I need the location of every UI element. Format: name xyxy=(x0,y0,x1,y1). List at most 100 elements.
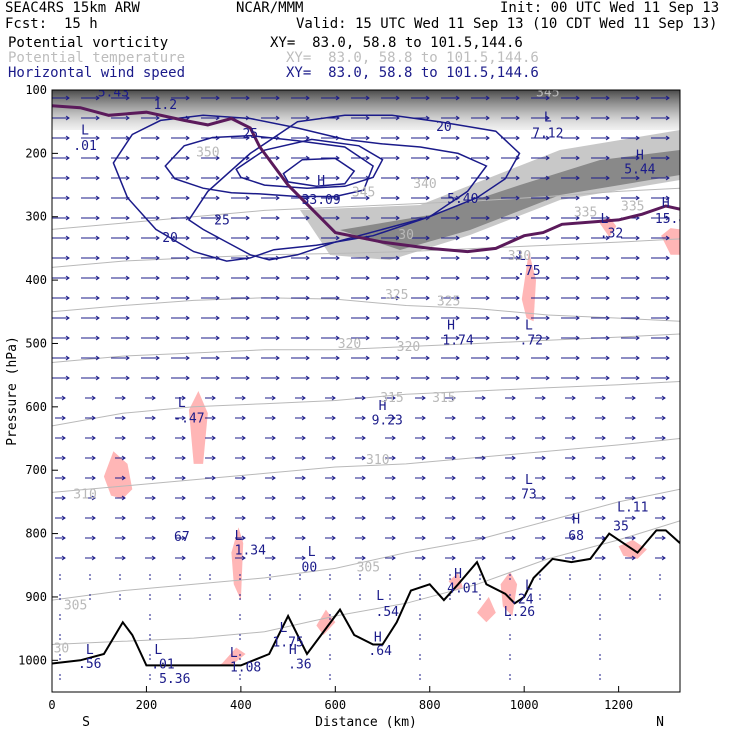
wind-arrow-head xyxy=(245,315,250,321)
wind-arrow-head xyxy=(91,535,96,541)
wind-arrow-head xyxy=(395,375,400,381)
wind-arrow xyxy=(171,175,190,181)
annotation-label: 1.34 xyxy=(235,543,266,558)
wind-arrow xyxy=(201,315,220,321)
wind-arrow-head xyxy=(331,475,336,481)
wind-arrow-head xyxy=(215,275,220,281)
wind-arrow-head xyxy=(275,215,280,221)
wind-arrow-head xyxy=(545,335,550,341)
wind-arrow xyxy=(471,195,490,201)
wind-arrow-head xyxy=(335,315,340,321)
wind-arrow xyxy=(595,455,606,461)
wind-arrow-head xyxy=(215,315,220,321)
wind-arrow xyxy=(85,435,96,441)
wind-arrow-head xyxy=(455,315,460,321)
wind-arrow-head xyxy=(65,355,70,361)
wind-arrow-head xyxy=(631,435,636,441)
wind-arrow-head xyxy=(631,515,636,521)
wind-arrow xyxy=(111,175,130,181)
wind-arrow xyxy=(625,515,636,521)
wind-arrow-head xyxy=(305,135,310,141)
y-axis-label: Pressure (hPa) xyxy=(5,336,20,446)
wind-arrow xyxy=(355,455,366,461)
wind-arrow xyxy=(351,155,370,161)
wind-arrow xyxy=(591,275,610,281)
pv-highlight-1 xyxy=(188,391,208,464)
wind-arrow-head xyxy=(215,335,220,341)
annotation-label: H xyxy=(454,567,462,582)
annotation-label: 25 xyxy=(242,127,258,142)
wind-arrow-head xyxy=(391,475,396,481)
wind-arrow-head xyxy=(571,435,576,441)
wind-arrow xyxy=(655,435,666,441)
wind-arrow xyxy=(295,415,306,421)
wind-arrow-head xyxy=(665,275,670,281)
wind-arrow xyxy=(111,95,130,101)
wind-arrow-head xyxy=(665,135,670,141)
wind-arrow-head xyxy=(275,135,280,141)
pv-highlight-9 xyxy=(316,609,336,635)
theta-line-315 xyxy=(52,381,680,427)
wind-arrow xyxy=(351,295,370,301)
wind-arrow-head xyxy=(395,95,400,101)
wind-arrow-head xyxy=(605,195,610,201)
wind-arrow xyxy=(651,275,670,281)
field-xy-wind: XY= 83.0, 58.8 to 101.5,144.6 xyxy=(286,65,539,81)
theta-line-325 xyxy=(52,297,680,322)
init-time: Init: 00 UTC Wed 11 Sep 13 xyxy=(500,0,720,16)
wind-arrow xyxy=(651,115,670,121)
annotation-label: 68 xyxy=(568,529,584,544)
wind-arrow xyxy=(201,355,220,361)
wind-arrow xyxy=(441,115,460,121)
wind-arrow-head xyxy=(395,355,400,361)
forecast-hour: 15 h xyxy=(64,16,98,32)
wind-arrow-head xyxy=(481,515,486,521)
wind-arrow xyxy=(265,535,276,541)
field-name-pv: Potential vorticity xyxy=(8,35,169,51)
wind-arrow xyxy=(235,535,246,541)
wind-arrow-head xyxy=(65,95,70,101)
wind-arrow xyxy=(565,495,576,501)
wind-arrow xyxy=(441,155,460,161)
wind-arrow-head xyxy=(245,355,250,361)
wind-arrow xyxy=(355,495,366,501)
wind-arrow-head xyxy=(575,375,580,381)
wind-arrow xyxy=(55,455,66,461)
wind-arrow xyxy=(411,175,430,181)
wind-arrow xyxy=(55,555,66,561)
wind-arrow-head xyxy=(65,215,70,221)
wind-arrow xyxy=(351,215,370,221)
wind-arrow-head xyxy=(575,295,580,301)
wind-arrow-head xyxy=(391,455,396,461)
wind-arrow xyxy=(591,175,610,181)
wind-arrow-head xyxy=(515,335,520,341)
wind-arrow-head xyxy=(665,315,670,321)
wind-arrow xyxy=(651,135,670,141)
pv-highlight-2 xyxy=(231,527,244,601)
annotation-label: H xyxy=(379,399,387,414)
wind-arrow-head xyxy=(395,315,400,321)
wind-arrow-head xyxy=(185,255,190,261)
wind-arrow xyxy=(505,395,516,401)
wind-arrow xyxy=(351,315,370,321)
wind-arrow xyxy=(445,395,456,401)
wind-arrow xyxy=(445,415,456,421)
wind-arrow xyxy=(531,255,550,261)
wind-arrow xyxy=(501,155,520,161)
wind-arrow-head xyxy=(605,155,610,161)
annotation-label: 5.36 xyxy=(159,672,190,687)
wind-arrow xyxy=(261,195,280,201)
wind-arrow xyxy=(445,515,456,521)
theta-line-320 xyxy=(52,333,680,363)
wind-arrow xyxy=(171,195,190,201)
wind-arrow-head xyxy=(661,435,666,441)
wind-arrow xyxy=(171,315,190,321)
wind-arrow xyxy=(385,415,396,421)
wind-arrow xyxy=(505,555,516,561)
wind-arrow xyxy=(561,235,580,241)
wind-arrow xyxy=(381,355,400,361)
wind-arrow-head xyxy=(275,155,280,161)
wind-arrow-head xyxy=(271,395,276,401)
wind-arrow xyxy=(651,335,670,341)
wind-arrow xyxy=(441,135,460,141)
